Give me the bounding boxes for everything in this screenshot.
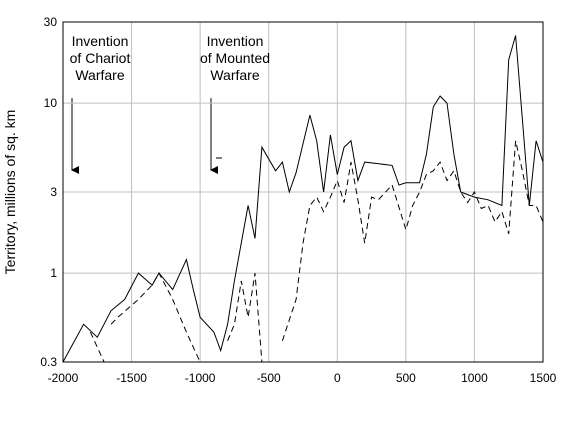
x-tick-label: 1000: [461, 371, 488, 385]
annotation: of Mounted: [200, 50, 270, 66]
y-tick-label: 10: [44, 96, 58, 110]
annotation: Invention: [72, 33, 129, 49]
x-tick-label: -1000: [185, 371, 216, 385]
y-tick-label: 0.3: [40, 355, 57, 369]
x-tick-label: 500: [396, 371, 416, 385]
x-tick-label: -2000: [48, 371, 79, 385]
annotation: Invention: [207, 33, 264, 49]
annotation: Warfare: [75, 67, 124, 83]
annotation: Warfare: [210, 67, 259, 83]
y-tick-label: 1: [50, 266, 57, 280]
data-line: [89, 140, 544, 363]
x-tick-label: 0: [334, 371, 341, 385]
x-tick-label: 1500: [530, 371, 557, 385]
y-tick-label: 30: [44, 15, 58, 29]
y-axis-label: Territory, millions of sq. km: [2, 110, 18, 275]
y-tick-label: 3: [50, 185, 57, 199]
x-tick-label: -500: [257, 371, 281, 385]
x-tick-label: -1500: [116, 371, 147, 385]
annotation: of Chariot: [70, 50, 131, 66]
plot-frame: [62, 21, 544, 363]
data-line: [62, 35, 544, 363]
